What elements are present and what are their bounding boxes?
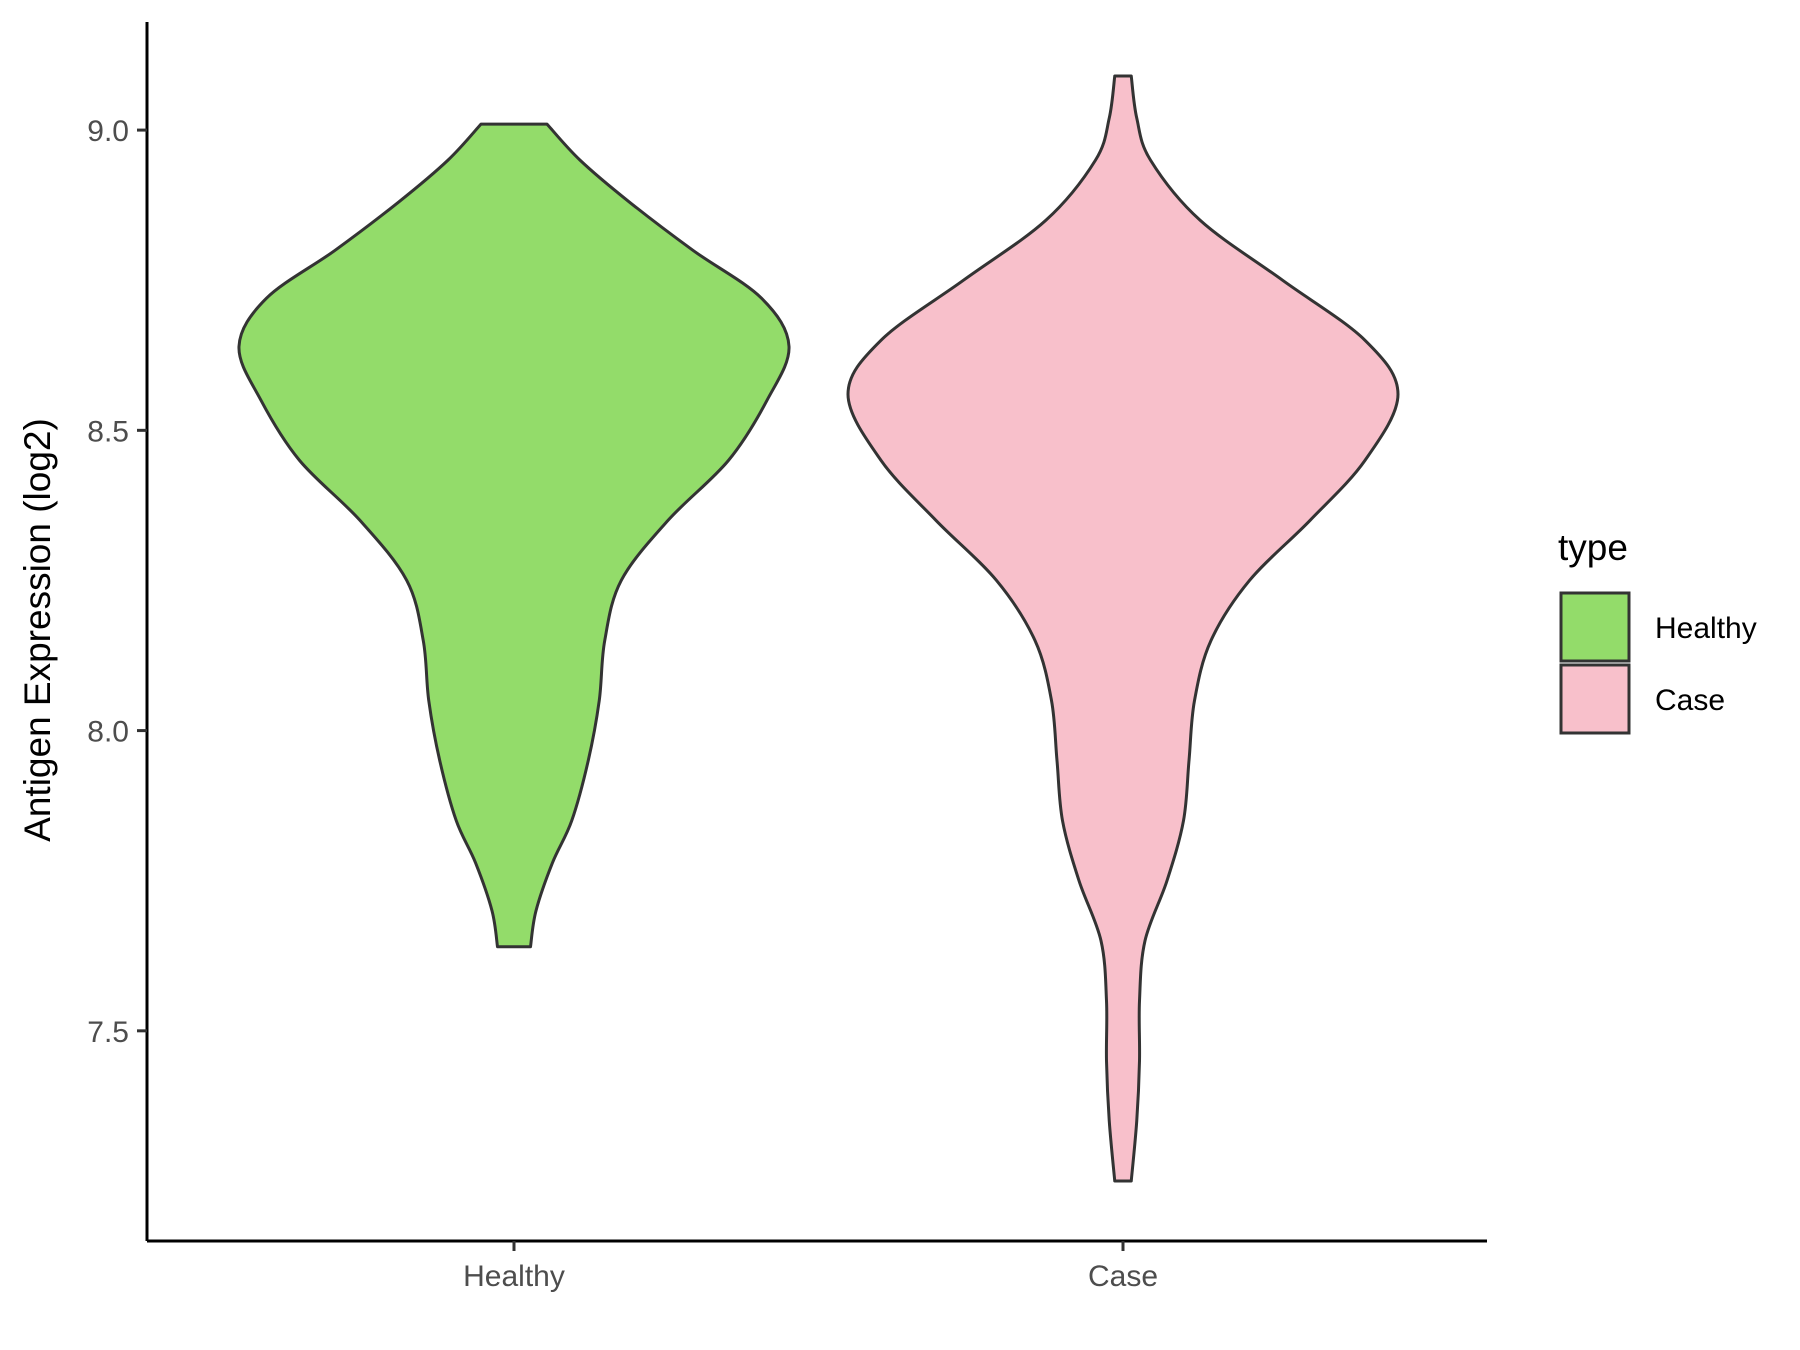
violin-case	[846, 74, 1400, 1183]
y-axis-title: Antigen Expression (log2)	[17, 418, 58, 842]
violins	[237, 74, 1400, 1183]
y-tick-label: 7.5	[87, 1016, 129, 1049]
x-axis: Healthy Case	[147, 1239, 1487, 1293]
y-tick-label: 8.5	[87, 415, 129, 448]
violin-healthy	[237, 122, 791, 949]
y-tick-label: 9.0	[87, 115, 129, 148]
x-tick-label: Case	[1088, 1260, 1158, 1293]
y-axis: 7.5 8.0 8.5 9.0	[87, 22, 149, 1241]
legend-label-healthy: Healthy	[1655, 612, 1757, 645]
x-tick-label: Healthy	[463, 1260, 565, 1293]
legend: type Healthy Case	[1558, 527, 1757, 735]
legend-label-case: Case	[1655, 684, 1725, 717]
legend-swatch-case	[1559, 663, 1631, 735]
y-tick-label: 8.0	[87, 716, 129, 749]
legend-title: type	[1558, 527, 1628, 568]
legend-swatch-healthy	[1559, 591, 1631, 663]
